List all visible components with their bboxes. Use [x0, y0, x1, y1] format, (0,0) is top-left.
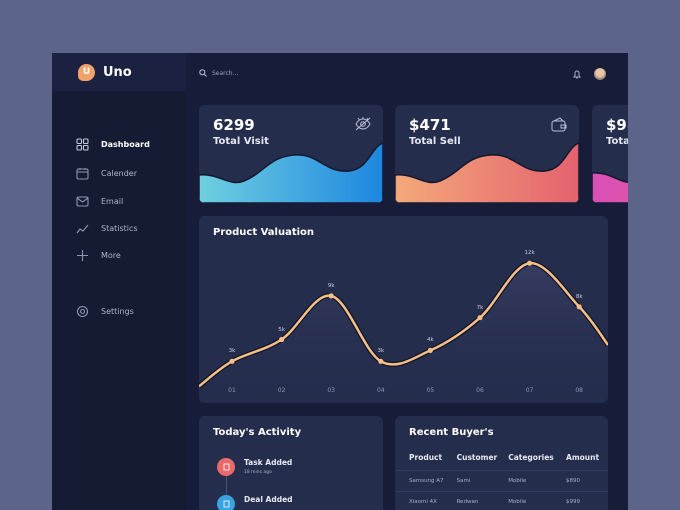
- activity-item[interactable]: Task Added 18 mins ago: [217, 458, 292, 476]
- task-icon: [217, 458, 235, 476]
- x-tick-label: 06: [476, 387, 484, 394]
- data-label: 4k: [427, 337, 434, 344]
- sell-wave: [395, 142, 579, 203]
- sidebar-item-label: More: [101, 251, 121, 260]
- x-tick-label: 02: [277, 387, 286, 394]
- logo-icon: U: [78, 63, 95, 81]
- table-row[interactable]: Xiaomi 4X Redwan Mobile $999: [395, 491, 608, 510]
- chart-area: [199, 263, 608, 403]
- sidebar-item-settings[interactable]: Settings: [76, 305, 134, 318]
- activity-time: 18 mins ago: [244, 470, 272, 475]
- todays-activity-card: Today's Activity Task Added 18 mins ago D…: [199, 416, 383, 510]
- product-valuation-chart: Product Valuation 3k 01 5k 02 9k 03 3k 04 4k 05 7k…: [199, 216, 608, 403]
- data-label: 8k: [575, 293, 583, 300]
- buyers-table: Product Customer Categories Amount Samsung …: [395, 451, 608, 510]
- calendar-icon: [76, 168, 89, 180]
- stat-card-total-sell: $471 Total Sell: [395, 105, 579, 203]
- data-point[interactable]: [527, 260, 533, 266]
- cell: Samsung A7: [395, 470, 457, 492]
- third-wave: [592, 172, 628, 203]
- sidebar-item-label: Dashboard: [101, 140, 150, 149]
- eye-icon: [355, 117, 371, 131]
- cell: Sami: [456, 470, 509, 492]
- sidebar-item-statistics[interactable]: Statistics: [76, 222, 138, 235]
- statistics-icon: [76, 224, 89, 234]
- data-point[interactable]: [279, 336, 285, 343]
- deal-icon: [217, 495, 235, 510]
- stat-card-third: $98 Tota: [592, 105, 628, 203]
- column-header: Categories: [508, 453, 554, 462]
- sidebar-item-label: Calender: [101, 169, 137, 178]
- sidebar-item-label: Email: [101, 197, 124, 206]
- data-label: 7k: [476, 304, 484, 311]
- column-header: Amount: [566, 453, 600, 462]
- activity-title-text: Task Added: [244, 458, 293, 467]
- avatar[interactable]: [594, 68, 606, 80]
- email-icon: [76, 196, 89, 207]
- data-label: 5k: [278, 326, 285, 333]
- buyers-title: Recent Buyer's: [409, 427, 494, 438]
- activity-title: Today's Activity: [213, 427, 302, 438]
- table-row[interactable]: Samsung A7 Sami Mobile $890: [395, 470, 608, 492]
- recent-buyers-card: Recent Buyer's Product Customer Categories…: [395, 416, 608, 510]
- x-tick-label: 01: [228, 387, 236, 394]
- column-header: Customer: [456, 453, 498, 462]
- stat-value: 6299: [213, 116, 255, 134]
- stat-card-total-visit: 6299 Total Visit: [199, 105, 383, 203]
- x-tick-label: 08: [575, 387, 584, 394]
- column-header: Product: [409, 453, 443, 462]
- search-input[interactable]: Search...: [199, 69, 238, 77]
- cell: Redwan: [456, 491, 509, 510]
- sidebar-item-dashboard[interactable]: Dashboard: [76, 138, 150, 151]
- gear-icon: [76, 305, 89, 318]
- wallet-icon: [551, 117, 567, 132]
- search-icon: [199, 69, 207, 77]
- data-point[interactable]: [576, 304, 582, 310]
- logo[interactable]: U Uno: [52, 53, 186, 91]
- data-label: 9k: [327, 282, 335, 289]
- cell: $890: [566, 470, 608, 492]
- sidebar-item-label: Settings: [101, 307, 134, 316]
- stat-label: Total Visit: [213, 136, 269, 147]
- cell: Mobile: [508, 470, 567, 492]
- x-tick-label: 03: [327, 387, 336, 394]
- activity-item[interactable]: Deal Added: [217, 495, 293, 510]
- stat-label: Tota: [606, 136, 628, 147]
- app-name: Uno: [103, 64, 132, 80]
- data-point[interactable]: [477, 315, 483, 321]
- data-point[interactable]: [427, 347, 433, 353]
- sidebar-item-label: Statistics: [101, 224, 138, 233]
- plus-icon: [77, 250, 88, 261]
- cell: Mobile: [508, 491, 567, 510]
- data-label: 3k: [377, 348, 385, 355]
- activity-title-text: Deal Added: [244, 495, 293, 504]
- cell: $999: [566, 491, 608, 510]
- data-point[interactable]: [378, 358, 384, 364]
- grid-icon: [76, 138, 89, 151]
- stat-value: $471: [409, 116, 451, 134]
- x-tick-label: 05: [426, 387, 435, 394]
- x-tick-label: 04: [376, 387, 385, 394]
- chart-plot: [199, 260, 608, 403]
- data-label: 12k: [524, 250, 535, 257]
- visit-wave: [199, 142, 383, 203]
- chart-title: Product Valuation: [213, 227, 315, 238]
- stat-value: $98: [606, 116, 628, 134]
- bell-icon[interactable]: [573, 69, 581, 79]
- data-point[interactable]: [229, 358, 235, 364]
- x-tick-label: 07: [525, 387, 534, 394]
- sidebar: U Uno Dashboard Calender Email Statistic…: [52, 53, 186, 510]
- data-label: 3k: [228, 348, 236, 355]
- stat-label: Total Sell: [409, 136, 461, 147]
- data-point[interactable]: [328, 293, 334, 299]
- series-line: [199, 261, 608, 388]
- sidebar-item-email[interactable]: Email: [76, 195, 123, 208]
- sidebar-item-calender[interactable]: Calender: [76, 167, 137, 180]
- sidebar-item-more[interactable]: More: [76, 249, 121, 262]
- dashboard-window: U Uno Dashboard Calender Email Statistic…: [52, 53, 628, 510]
- cell: Xiaomi 4X: [395, 491, 457, 510]
